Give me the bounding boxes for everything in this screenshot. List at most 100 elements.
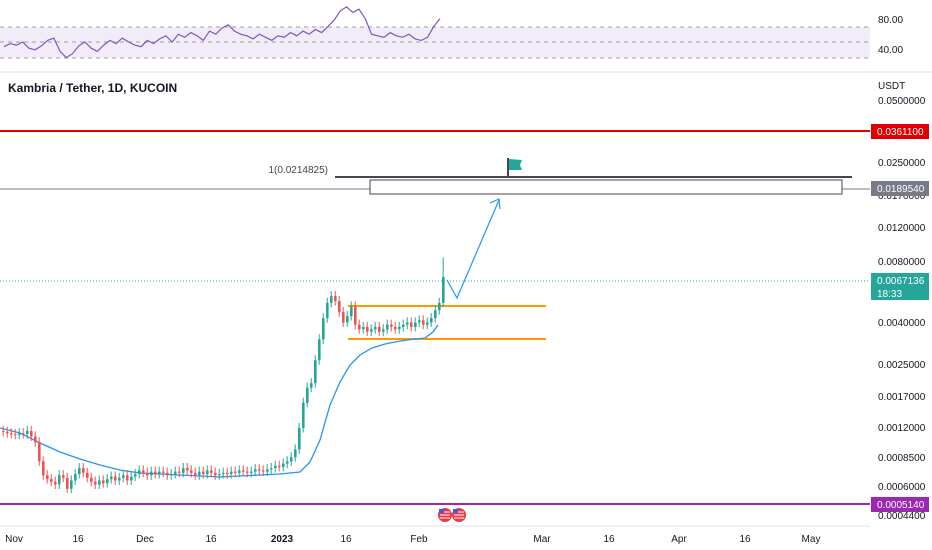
x-tick-label: Nov xyxy=(5,534,23,545)
projection-arrow[interactable] xyxy=(446,198,501,300)
candle-body xyxy=(314,360,317,384)
candle-body xyxy=(346,316,349,323)
candle-body xyxy=(190,470,193,473)
target-box[interactable] xyxy=(369,179,843,195)
candle-body xyxy=(322,318,325,340)
y-tick-label: 0.0017000 xyxy=(878,392,926,403)
candle-body xyxy=(142,470,145,473)
candle-body xyxy=(410,322,413,327)
candle-body xyxy=(206,470,209,475)
candle-body xyxy=(62,475,65,478)
moving-average-line xyxy=(0,324,439,478)
price-tag-red-label: 0.0361100 xyxy=(877,127,924,138)
candle-body xyxy=(58,475,61,485)
currency-unit: USDT xyxy=(878,81,906,92)
x-tick-label: 16 xyxy=(205,534,217,545)
chart-title: Kambria / Tether, 1D, KUCOIN xyxy=(8,81,178,95)
candle-body xyxy=(210,470,213,473)
price-tag-purple[interactable]: 0.0005140 xyxy=(871,497,929,512)
candle-body xyxy=(278,465,281,467)
candle-body xyxy=(422,320,425,325)
candle-body xyxy=(18,433,21,435)
candle-body xyxy=(342,312,345,323)
candle-body xyxy=(418,320,421,323)
candle-body xyxy=(282,463,285,467)
price-tag-purple-label: 0.0005140 xyxy=(877,500,925,511)
y-tick-label: 0.0120000 xyxy=(878,223,926,234)
candle-body xyxy=(234,471,237,473)
candle-body xyxy=(430,318,433,323)
price-tag-last[interactable]: 0.0067136 18:33 xyxy=(871,273,929,300)
candle-body xyxy=(122,475,125,478)
candle-body xyxy=(250,471,253,473)
candle-body xyxy=(362,326,365,330)
candle-body xyxy=(202,471,205,475)
rsi-tick-40: 40.00 xyxy=(878,45,903,56)
y-tick-label: 0.0006000 xyxy=(878,482,926,493)
candle-body xyxy=(434,310,437,319)
candle-body xyxy=(130,476,133,481)
x-tick-label: 16 xyxy=(603,534,615,545)
rsi-tick-80: 80.00 xyxy=(878,15,903,26)
candle-body xyxy=(338,301,341,313)
x-tick-label: Mar xyxy=(533,534,551,545)
rsi-pane: 80.00 40.00 xyxy=(0,6,903,59)
candle-body xyxy=(2,430,5,432)
candle-body xyxy=(350,306,353,317)
candle-body xyxy=(330,296,333,303)
x-tick-label: 16 xyxy=(340,534,352,545)
candle-body xyxy=(370,329,373,332)
candle-body xyxy=(242,470,245,472)
candle-body xyxy=(134,474,137,477)
candle-body xyxy=(306,387,309,403)
price-tag-grey-label: 0.0189540 xyxy=(877,184,925,195)
candle-body xyxy=(402,324,405,327)
candle-body xyxy=(214,472,217,476)
candle-body xyxy=(358,324,361,330)
candle-body xyxy=(118,477,121,481)
candle-body xyxy=(158,471,161,475)
x-tick-label: May xyxy=(802,534,821,545)
y-tick-label: 0.0170000 xyxy=(878,191,926,202)
y-axis: 0.0500000 0.0250000 0.0170000 0.0120000 0.00… xyxy=(878,96,926,522)
candle-body xyxy=(274,465,277,469)
candle-body xyxy=(138,470,141,475)
candle-body xyxy=(114,476,117,481)
candle-body xyxy=(30,431,33,437)
candle-body xyxy=(398,326,401,330)
candle-body xyxy=(14,434,17,436)
candle-body xyxy=(198,471,201,476)
countdown-label: 18:33 xyxy=(877,289,902,300)
candle-body xyxy=(258,469,261,471)
y-tick-label: 0.0500000 xyxy=(878,96,926,107)
price-tag-grey[interactable]: 0.0189540 xyxy=(871,181,929,196)
last-price-label: 0.0067136 xyxy=(877,276,925,287)
candle-body xyxy=(154,471,157,475)
candle-body xyxy=(34,436,37,443)
teal-flag-icon[interactable] xyxy=(507,158,522,178)
candle-body xyxy=(22,433,25,435)
candle-body xyxy=(74,474,77,481)
candle-body xyxy=(94,481,97,485)
candle-body xyxy=(174,471,177,475)
candle-body xyxy=(102,480,105,484)
us-flag-icons[interactable] xyxy=(438,508,466,522)
candle-body xyxy=(178,471,181,473)
candle-body xyxy=(302,402,305,429)
x-tick-label: Feb xyxy=(410,534,428,545)
candle-body xyxy=(226,472,229,475)
candle-body xyxy=(426,322,429,325)
candle-body xyxy=(394,326,397,330)
candles xyxy=(2,257,445,494)
candle-body xyxy=(106,479,109,484)
candle-body xyxy=(42,461,45,476)
y-tick-label: 0.0080000 xyxy=(878,257,926,268)
candle-body xyxy=(46,475,49,480)
candle-body xyxy=(70,480,73,489)
x-tick-label: Dec xyxy=(136,534,154,545)
candle-body xyxy=(78,468,81,475)
x-tick-label: Apr xyxy=(671,534,687,545)
price-tag-red[interactable]: 0.0361100 xyxy=(871,124,929,139)
candle-body xyxy=(254,469,257,472)
